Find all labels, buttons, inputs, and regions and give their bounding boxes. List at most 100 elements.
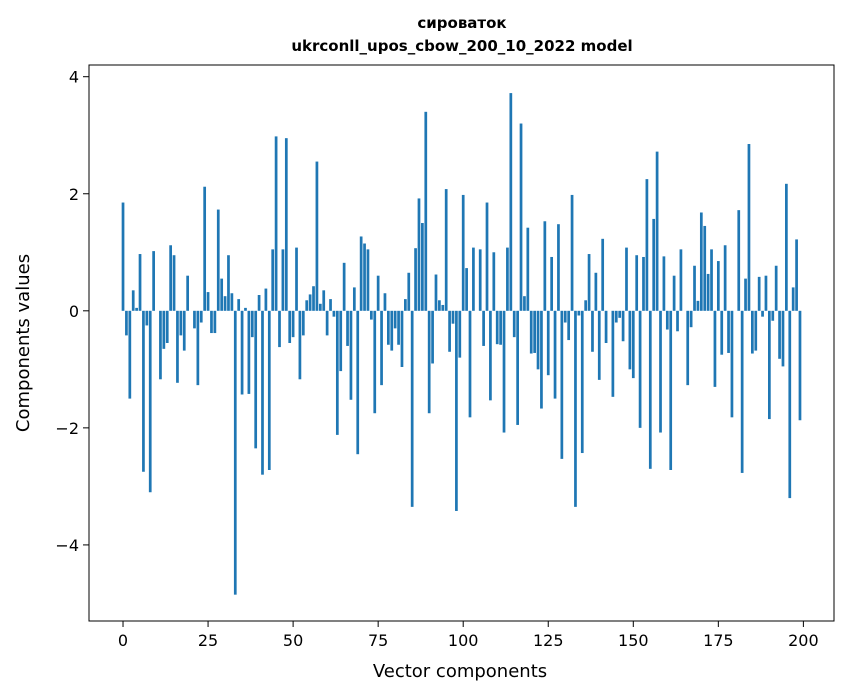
- bar: [574, 310, 577, 507]
- bar: [550, 256, 554, 311]
- bar: [308, 294, 312, 311]
- x-tick-label: 125: [533, 631, 564, 650]
- bar: [376, 275, 380, 311]
- bar: [693, 265, 696, 311]
- bar: [305, 300, 309, 311]
- bar: [468, 310, 472, 418]
- bar: [339, 310, 343, 372]
- bar: [318, 303, 322, 311]
- bar: [628, 310, 632, 370]
- bar: [642, 256, 645, 311]
- bar: [356, 310, 360, 455]
- bar: [638, 310, 642, 428]
- bar: [349, 310, 353, 400]
- bar: [659, 310, 662, 433]
- bar: [489, 310, 492, 401]
- bar: [536, 310, 540, 370]
- bar: [791, 287, 795, 311]
- bar: [193, 310, 196, 329]
- bar: [179, 310, 183, 336]
- bar: [121, 202, 125, 311]
- bar: [482, 310, 485, 346]
- bar: [676, 310, 679, 332]
- bar: [380, 310, 383, 386]
- bar: [529, 310, 533, 354]
- x-tick-label: 200: [788, 631, 819, 650]
- bar: [159, 310, 162, 380]
- bar: [798, 310, 802, 421]
- bar: [570, 194, 574, 311]
- bar: [322, 290, 326, 311]
- bar: [441, 304, 445, 311]
- bar: [199, 310, 203, 323]
- bar: [387, 310, 390, 345]
- bar: [329, 299, 332, 311]
- bar: [587, 254, 591, 311]
- x-tick-label: 175: [703, 631, 734, 650]
- bar: [325, 310, 329, 336]
- y-tick-label: −2: [55, 419, 79, 438]
- bar: [407, 272, 411, 311]
- bar: [713, 310, 717, 387]
- bar: [621, 310, 625, 342]
- y-tick-label: 2: [69, 185, 79, 204]
- x-tick-label: 50: [283, 631, 303, 650]
- bar: [492, 252, 496, 311]
- bar: [502, 310, 506, 433]
- bar: [594, 272, 598, 311]
- bar: [138, 254, 142, 311]
- bar: [393, 310, 397, 329]
- bar: [165, 310, 169, 343]
- bar: [740, 310, 744, 473]
- bar: [145, 310, 149, 326]
- bar: [764, 275, 768, 311]
- bar: [686, 310, 690, 386]
- bar: [591, 310, 594, 352]
- bar: [461, 194, 465, 311]
- bar: [257, 295, 261, 311]
- bar: [533, 310, 536, 353]
- bar: [723, 245, 727, 311]
- bar: [240, 310, 244, 395]
- bar: [369, 310, 373, 320]
- x-axis-label: Vector components: [373, 661, 547, 682]
- bar: [448, 310, 451, 352]
- bar: [645, 179, 649, 311]
- bar: [131, 290, 135, 311]
- bar: [135, 307, 138, 311]
- bar: [669, 310, 673, 470]
- bar: [506, 247, 509, 311]
- bar: [720, 310, 724, 355]
- bar: [169, 245, 172, 311]
- bar: [618, 310, 622, 318]
- bar: [523, 296, 526, 311]
- bar: [774, 265, 778, 311]
- y-axis-label: Components values: [13, 254, 34, 432]
- bar: [604, 310, 608, 343]
- bar: [652, 218, 656, 311]
- bar: [186, 275, 190, 311]
- bar: [795, 239, 798, 311]
- bar: [301, 310, 305, 336]
- bar: [210, 310, 213, 334]
- bar: [431, 310, 434, 364]
- bar: [754, 310, 758, 351]
- bar: [233, 310, 237, 595]
- bar: [703, 225, 707, 311]
- bar: [648, 310, 652, 469]
- bar: [148, 310, 152, 493]
- bar: [284, 138, 288, 311]
- bar: [744, 278, 747, 311]
- bar: [172, 255, 176, 311]
- bar: [768, 310, 771, 420]
- bar: [699, 212, 703, 311]
- bar: [342, 262, 346, 311]
- bar: [761, 310, 764, 317]
- bar: [383, 293, 387, 311]
- bar: [152, 251, 155, 311]
- bar: [230, 293, 234, 311]
- bar: [662, 256, 666, 311]
- bar: [424, 111, 428, 311]
- bar: [563, 310, 567, 323]
